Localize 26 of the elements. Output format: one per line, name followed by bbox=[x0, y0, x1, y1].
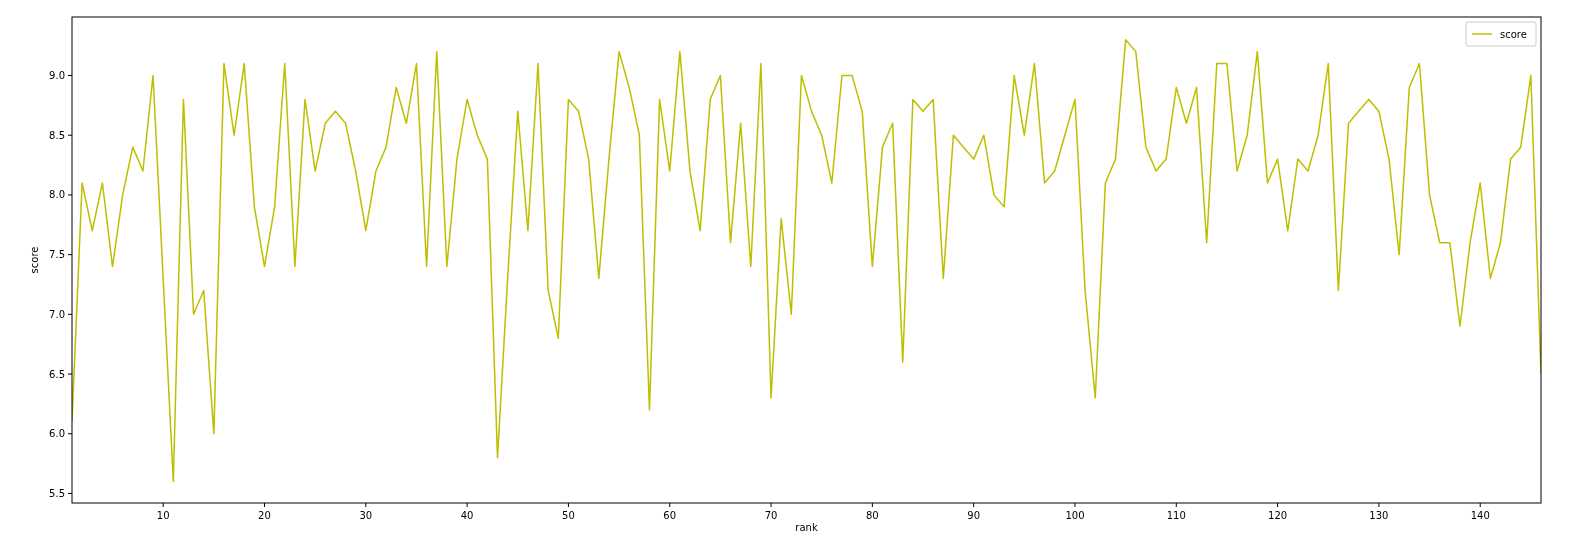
x-tick-label: 70 bbox=[764, 510, 778, 521]
y-axis-title: score bbox=[29, 246, 40, 274]
y-tick-label: 6.5 bbox=[49, 368, 65, 380]
x-tick-label: 90 bbox=[967, 510, 981, 521]
y-tick-label: 6.0 bbox=[49, 428, 65, 440]
x-axis-title: rank bbox=[795, 522, 818, 533]
x-tick-label: 60 bbox=[663, 510, 677, 521]
x-tick-label: 110 bbox=[1166, 510, 1186, 521]
x-tick-label: 10 bbox=[156, 510, 170, 521]
x-tick-label: 50 bbox=[562, 510, 575, 521]
x-tick-label: 30 bbox=[359, 510, 373, 521]
x-tick-label: 140 bbox=[1470, 510, 1490, 521]
x-tick-label: 120 bbox=[1268, 510, 1288, 521]
y-tick-label: 7.5 bbox=[49, 249, 65, 261]
x-tick-label: 40 bbox=[460, 510, 474, 521]
y-tick-label: 8.0 bbox=[49, 189, 65, 201]
y-tick-label: 8.5 bbox=[49, 129, 65, 141]
x-tick-label: 100 bbox=[1065, 510, 1085, 521]
y-tick-label: 7.0 bbox=[49, 308, 65, 320]
legend-label: score bbox=[1500, 29, 1527, 40]
y-tick-label: 9.0 bbox=[49, 70, 65, 82]
x-tick-label: 20 bbox=[258, 510, 271, 521]
line-series bbox=[72, 38, 1541, 483]
x-tick-label: 80 bbox=[865, 510, 879, 521]
x-tick-label: 130 bbox=[1369, 510, 1389, 521]
y-tick-label: 5.5 bbox=[49, 487, 65, 499]
